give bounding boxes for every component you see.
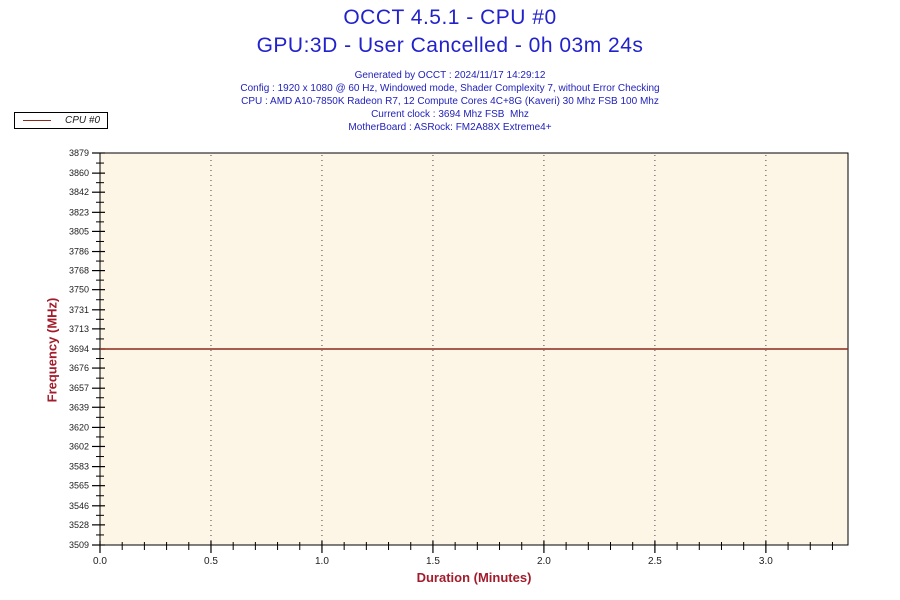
info-line: CPU : AMD A10-7850K Radeon R7, 12 Comput…: [241, 96, 659, 107]
y-tick-label: 3879: [69, 148, 89, 158]
y-tick-label: 3805: [69, 226, 89, 236]
y-tick-label: 3713: [69, 324, 89, 334]
x-tick-label: 1.5: [426, 556, 440, 567]
x-tick-label: 3.0: [759, 556, 773, 567]
system-info-block: Generated by OCCT : 2024/11/17 14:29:12 C…: [0, 69, 900, 134]
info-line: Config : 1920 x 1080 @ 60 Hz, Windowed m…: [240, 83, 660, 94]
y-tick-label: 3750: [69, 285, 89, 295]
x-axis-label: Duration (Minutes): [416, 570, 532, 585]
y-tick-label: 3528: [69, 520, 89, 530]
info-line: MotherBoard : ASRock: FM2A88X Extreme4+: [348, 122, 552, 133]
y-tick-label: 3786: [69, 247, 89, 257]
legend-box: CPU #0: [14, 112, 108, 129]
info-line: Generated by OCCT : 2024/11/17 14:29:12: [354, 70, 546, 81]
y-tick-label: 3620: [69, 422, 89, 432]
chart-title: OCCT 4.5.1 - CPU #0: [343, 6, 557, 29]
y-tick-label: 3565: [69, 481, 89, 491]
legend-series-label: CPU #0: [65, 115, 101, 126]
x-tick-label: 1.0: [315, 556, 329, 567]
x-tick-label: 2.5: [648, 556, 662, 567]
y-tick-label: 3842: [69, 187, 89, 197]
y-tick-label: 3657: [69, 383, 89, 393]
y-tick-label: 3694: [69, 344, 89, 354]
legend-line-sample-icon: [23, 120, 51, 121]
info-line: Current clock : 3694 Mhz FSB Mhz: [371, 109, 529, 120]
y-tick-label: 3676: [69, 363, 89, 373]
y-tick-label: 3768: [69, 266, 89, 276]
y-tick-label: 3602: [69, 441, 89, 451]
x-tick-label: 0.5: [204, 556, 218, 567]
x-tick-label: 0.0: [93, 556, 107, 567]
y-tick-label: 3546: [69, 501, 89, 511]
y-tick-label: 3731: [69, 305, 89, 315]
y-axis-label: Frequency (MHz): [44, 297, 60, 403]
y-tick-label: 3823: [69, 207, 89, 217]
y-tick-label: 3509: [69, 540, 89, 550]
y-tick-label: 3639: [69, 402, 89, 412]
y-tick-label: 3860: [69, 168, 89, 178]
chart-subtitle: GPU:3D - User Cancelled - 0h 03m 24s: [256, 34, 644, 57]
x-tick-label: 2.0: [537, 556, 551, 567]
y-tick-label: 3583: [69, 462, 89, 472]
